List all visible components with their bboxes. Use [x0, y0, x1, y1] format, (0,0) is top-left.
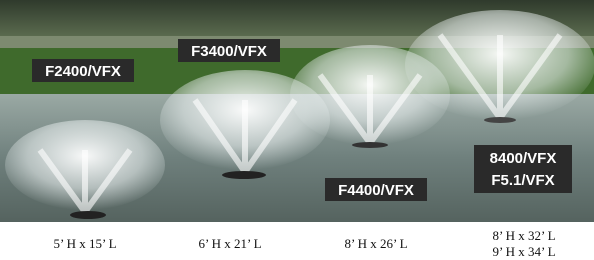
- label-box: F2400/VFX: [32, 59, 134, 82]
- photo: [0, 0, 594, 260]
- fountain-label: F4400/VFX: [338, 182, 414, 199]
- dimension-label: 8’ H x 32’ L: [492, 228, 555, 243]
- dimension-label: 5’ H x 15’ L: [53, 236, 116, 251]
- page: F2400/VFX F3400/VFX F4400/VFX 8400/VFX F…: [0, 0, 594, 260]
- dimension-label: 8’ H x 26’ L: [344, 236, 407, 251]
- label-box: F4400/VFX: [325, 178, 427, 201]
- fountain-label: F2400/VFX: [45, 63, 121, 80]
- fountain-label: F5.1/VFX: [491, 172, 554, 189]
- fountain-label: 8400/VFX: [490, 150, 557, 167]
- label-box: F3400/VFX: [178, 39, 280, 62]
- dimension-label: 6’ H x 21’ L: [198, 236, 261, 251]
- fountain-label: F3400/VFX: [191, 43, 267, 60]
- dimension-label: 9’ H x 34’ L: [492, 244, 555, 259]
- label-box: 8400/VFX F5.1/VFX: [474, 145, 572, 193]
- fountain-image: F2400/VFX F3400/VFX F4400/VFX 8400/VFX F…: [0, 0, 594, 260]
